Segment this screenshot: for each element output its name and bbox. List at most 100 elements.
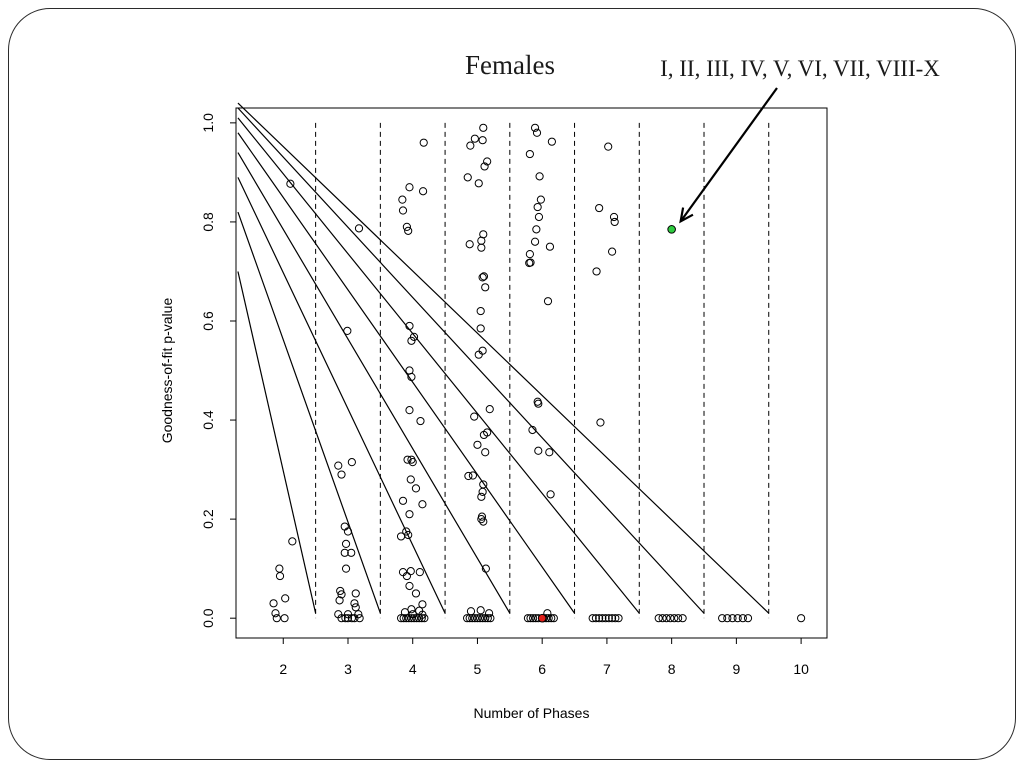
data-point bbox=[405, 510, 414, 519]
data-point bbox=[718, 614, 727, 623]
data-point bbox=[337, 614, 346, 623]
data-point bbox=[549, 614, 558, 623]
data-point bbox=[481, 564, 490, 573]
threshold-line bbox=[237, 271, 317, 614]
data-point bbox=[479, 272, 489, 281]
highlighted-data-point bbox=[667, 225, 676, 234]
data-point bbox=[481, 283, 490, 292]
data-point bbox=[473, 614, 482, 623]
data-point bbox=[481, 614, 490, 623]
data-point bbox=[477, 236, 486, 245]
data-point bbox=[546, 490, 555, 499]
data-point bbox=[525, 250, 534, 259]
data-point bbox=[350, 599, 359, 608]
y-axis-title: Goodness-of-fit p-value bbox=[159, 298, 175, 444]
data-point bbox=[334, 461, 343, 470]
threshold-line bbox=[237, 152, 511, 614]
x-tick-label: 8 bbox=[668, 661, 676, 677]
y-tick-label: 0.0 bbox=[200, 608, 216, 628]
data-point bbox=[343, 527, 353, 536]
data-point bbox=[547, 137, 556, 146]
data-point bbox=[478, 273, 487, 282]
data-point bbox=[743, 614, 753, 623]
threshold-line bbox=[237, 107, 705, 614]
data-point bbox=[336, 586, 345, 596]
data-point bbox=[400, 608, 410, 617]
data-point bbox=[534, 446, 543, 455]
data-point bbox=[396, 532, 406, 541]
data-point bbox=[275, 571, 285, 581]
data-point bbox=[406, 567, 415, 576]
data-point bbox=[483, 614, 492, 623]
data-point bbox=[530, 237, 540, 246]
data-point bbox=[271, 609, 280, 618]
data-point bbox=[534, 399, 543, 408]
data-point bbox=[418, 600, 427, 609]
x-tick-label: 10 bbox=[793, 661, 809, 677]
data-point bbox=[477, 492, 486, 501]
data-point bbox=[614, 614, 623, 623]
data-point bbox=[738, 614, 747, 623]
data-point bbox=[543, 297, 553, 306]
data-point bbox=[609, 212, 619, 222]
data-point bbox=[545, 448, 554, 457]
data-point bbox=[417, 614, 426, 623]
data-point bbox=[547, 614, 556, 623]
data-point bbox=[341, 564, 351, 573]
data-point bbox=[654, 614, 663, 623]
data-point bbox=[678, 614, 687, 623]
data-point bbox=[408, 458, 417, 467]
data-point bbox=[479, 123, 488, 132]
data-point bbox=[347, 548, 356, 557]
data-point bbox=[478, 487, 487, 496]
data-point bbox=[598, 614, 607, 623]
data-point bbox=[545, 242, 555, 251]
data-point bbox=[534, 212, 544, 222]
y-tick-label: 0.8 bbox=[200, 212, 216, 232]
data-point bbox=[350, 614, 359, 623]
data-point bbox=[595, 203, 604, 213]
data-point bbox=[409, 614, 419, 623]
data-point bbox=[398, 206, 408, 215]
data-point bbox=[404, 226, 413, 235]
data-point bbox=[477, 515, 486, 524]
data-point bbox=[407, 372, 416, 382]
data-point bbox=[596, 418, 605, 427]
data-point bbox=[478, 346, 487, 355]
data-point bbox=[610, 217, 619, 227]
x-tick-label: 6 bbox=[538, 661, 546, 677]
annotation-label: I, II, III, IV, V, VI, VII, VIII-X bbox=[660, 56, 940, 81]
data-point bbox=[405, 581, 414, 591]
data-point bbox=[529, 614, 538, 623]
data-point bbox=[288, 537, 297, 546]
data-point bbox=[607, 614, 617, 623]
data-point bbox=[485, 609, 494, 618]
data-point bbox=[474, 350, 483, 359]
data-point bbox=[281, 594, 290, 603]
data-point bbox=[403, 455, 412, 464]
data-point bbox=[611, 614, 620, 623]
data-point bbox=[411, 589, 421, 598]
annotation-arrowhead bbox=[679, 207, 694, 224]
data-point bbox=[523, 614, 533, 623]
data-point bbox=[405, 321, 414, 331]
data-point bbox=[486, 614, 495, 623]
data-point bbox=[797, 614, 806, 623]
data-point bbox=[340, 548, 349, 557]
data-point bbox=[470, 134, 479, 143]
data-point bbox=[351, 589, 360, 598]
data-point bbox=[398, 568, 408, 577]
highlighted-data-point bbox=[537, 613, 547, 623]
data-point bbox=[479, 517, 488, 526]
data-point bbox=[347, 614, 356, 623]
data-point bbox=[543, 609, 552, 618]
data-point bbox=[398, 195, 407, 204]
data-point bbox=[475, 614, 485, 623]
x-tick-label: 3 bbox=[344, 661, 352, 677]
data-point bbox=[462, 614, 472, 623]
data-point bbox=[464, 471, 473, 481]
data-point bbox=[465, 240, 474, 249]
data-point bbox=[418, 187, 428, 196]
data-point bbox=[404, 614, 413, 623]
